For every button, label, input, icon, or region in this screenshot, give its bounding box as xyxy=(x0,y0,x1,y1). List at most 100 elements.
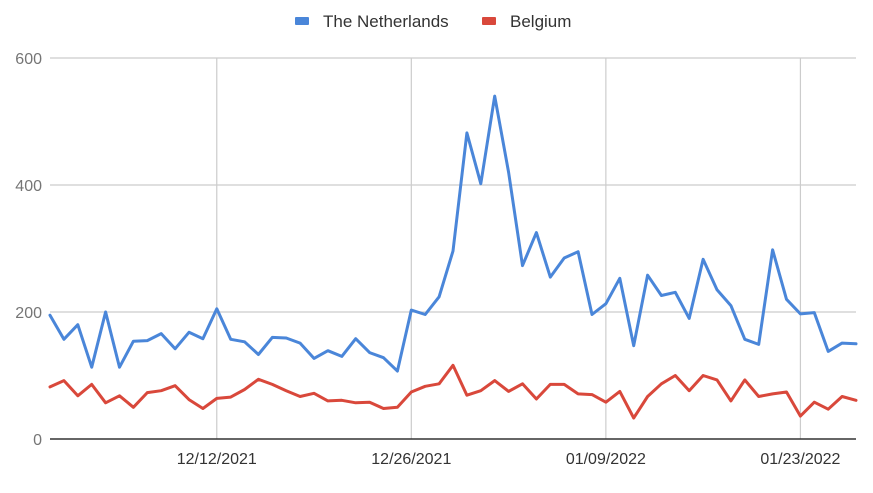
data-point-belgium[interactable] xyxy=(229,395,232,399)
data-point-the-netherlands[interactable] xyxy=(368,351,371,354)
data-point-belgium[interactable] xyxy=(840,395,844,398)
data-point-the-netherlands[interactable] xyxy=(660,294,663,297)
data-point-the-netherlands[interactable] xyxy=(493,94,496,98)
data-point-the-netherlands[interactable] xyxy=(382,356,385,359)
data-point-the-netherlands[interactable] xyxy=(146,339,149,342)
data-point-the-netherlands[interactable] xyxy=(479,182,482,185)
data-point-belgium[interactable] xyxy=(118,394,121,397)
data-point-the-netherlands[interactable] xyxy=(674,291,677,294)
data-point-belgium[interactable] xyxy=(715,378,719,382)
data-point-belgium[interactable] xyxy=(757,395,760,398)
data-point-belgium[interactable] xyxy=(243,388,246,391)
data-point-belgium[interactable] xyxy=(298,395,302,398)
data-point-the-netherlands[interactable] xyxy=(201,337,205,340)
data-point-the-netherlands[interactable] xyxy=(729,304,733,307)
data-point-the-netherlands[interactable] xyxy=(62,338,66,341)
data-point-belgium[interactable] xyxy=(660,382,663,385)
data-point-belgium[interactable] xyxy=(451,364,455,367)
data-point-belgium[interactable] xyxy=(90,383,93,386)
legend-item-netherlands[interactable]: The Netherlands xyxy=(295,12,449,31)
data-point-the-netherlands[interactable] xyxy=(243,340,246,343)
data-point-belgium[interactable] xyxy=(312,392,316,395)
data-point-belgium[interactable] xyxy=(410,390,413,394)
series-line-belgium[interactable] xyxy=(48,363,858,420)
data-point-belgium[interactable] xyxy=(132,406,135,409)
data-point-the-netherlands[interactable] xyxy=(688,317,691,320)
data-point-the-netherlands[interactable] xyxy=(632,344,635,347)
data-point-the-netherlands[interactable] xyxy=(604,302,608,305)
data-point-the-netherlands[interactable] xyxy=(465,131,469,135)
data-point-the-netherlands[interactable] xyxy=(104,310,107,314)
series-line-the-netherlands[interactable] xyxy=(48,94,858,373)
data-point-the-netherlands[interactable] xyxy=(757,343,760,346)
data-point-the-netherlands[interactable] xyxy=(76,323,80,326)
data-point-belgium[interactable] xyxy=(535,397,538,401)
data-point-belgium[interactable] xyxy=(576,392,580,396)
data-point-belgium[interactable] xyxy=(424,385,427,388)
data-point-belgium[interactable] xyxy=(618,390,621,393)
data-point-belgium[interactable] xyxy=(285,389,288,392)
data-point-belgium[interactable] xyxy=(563,383,566,386)
data-point-belgium[interactable] xyxy=(604,401,608,404)
data-point-belgium[interactable] xyxy=(62,379,66,382)
data-point-the-netherlands[interactable] xyxy=(298,341,302,345)
data-point-belgium[interactable] xyxy=(382,407,385,410)
data-point-belgium[interactable] xyxy=(827,408,830,411)
data-point-belgium[interactable] xyxy=(368,401,371,404)
data-point-the-netherlands[interactable] xyxy=(827,350,830,353)
data-point-the-netherlands[interactable] xyxy=(424,313,427,316)
data-point-the-netherlands[interactable] xyxy=(410,308,413,312)
data-point-belgium[interactable] xyxy=(688,389,691,392)
data-point-belgium[interactable] xyxy=(799,414,802,418)
data-point-the-netherlands[interactable] xyxy=(646,274,649,277)
data-point-belgium[interactable] xyxy=(146,391,149,394)
data-point-the-netherlands[interactable] xyxy=(312,357,316,360)
data-point-belgium[interactable] xyxy=(549,383,552,386)
data-point-the-netherlands[interactable] xyxy=(854,342,858,345)
data-point-belgium[interactable] xyxy=(729,399,733,403)
data-point-belgium[interactable] xyxy=(215,397,218,400)
data-point-the-netherlands[interactable] xyxy=(118,366,121,369)
data-point-belgium[interactable] xyxy=(326,399,330,403)
data-point-belgium[interactable] xyxy=(48,385,52,389)
data-point-belgium[interactable] xyxy=(507,390,510,393)
data-point-the-netherlands[interactable] xyxy=(743,338,746,341)
data-point-belgium[interactable] xyxy=(854,399,858,402)
data-point-the-netherlands[interactable] xyxy=(451,249,455,253)
legend-item-belgium[interactable]: Belgium xyxy=(482,12,571,31)
data-point-belgium[interactable] xyxy=(104,401,107,404)
data-point-the-netherlands[interactable] xyxy=(840,341,844,345)
data-point-belgium[interactable] xyxy=(354,401,357,404)
data-point-belgium[interactable] xyxy=(674,374,677,377)
data-point-the-netherlands[interactable] xyxy=(271,336,274,339)
data-point-the-netherlands[interactable] xyxy=(563,256,566,260)
data-point-belgium[interactable] xyxy=(396,406,399,409)
data-point-belgium[interactable] xyxy=(479,389,482,392)
data-point-the-netherlands[interactable] xyxy=(132,340,135,343)
data-point-the-netherlands[interactable] xyxy=(160,332,163,335)
data-point-belgium[interactable] xyxy=(437,382,441,385)
data-point-belgium[interactable] xyxy=(785,390,788,394)
data-point-belgium[interactable] xyxy=(771,392,774,396)
data-point-belgium[interactable] xyxy=(493,379,496,382)
data-point-belgium[interactable] xyxy=(340,399,343,402)
data-point-the-netherlands[interactable] xyxy=(521,264,524,267)
data-point-belgium[interactable] xyxy=(271,383,274,386)
data-point-the-netherlands[interactable] xyxy=(187,331,191,334)
data-point-belgium[interactable] xyxy=(646,395,649,398)
data-point-belgium[interactable] xyxy=(76,394,80,397)
data-point-belgium[interactable] xyxy=(465,394,469,397)
data-point-belgium[interactable] xyxy=(701,374,705,377)
data-point-belgium[interactable] xyxy=(743,378,746,382)
data-point-the-netherlands[interactable] xyxy=(437,295,441,298)
data-point-the-netherlands[interactable] xyxy=(799,312,802,316)
data-point-the-netherlands[interactable] xyxy=(785,298,788,301)
data-point-belgium[interactable] xyxy=(521,382,524,385)
data-point-the-netherlands[interactable] xyxy=(48,314,52,317)
data-point-the-netherlands[interactable] xyxy=(229,338,232,341)
data-point-the-netherlands[interactable] xyxy=(618,277,621,280)
data-point-the-netherlands[interactable] xyxy=(257,353,260,356)
data-point-the-netherlands[interactable] xyxy=(715,288,719,291)
data-point-belgium[interactable] xyxy=(813,401,816,404)
data-point-the-netherlands[interactable] xyxy=(701,258,705,261)
